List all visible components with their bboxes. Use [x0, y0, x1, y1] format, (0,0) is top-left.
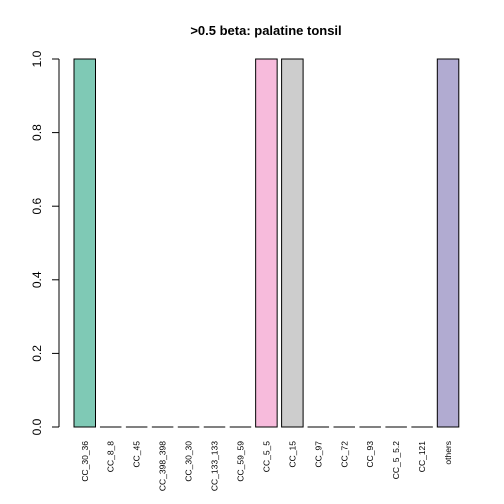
- y-tick-label: 0.8: [30, 124, 44, 141]
- x-category-label: CC_133_133: [210, 441, 220, 491]
- y-axis: 0.0 0.2 0.4 0.6 0.8 1.0: [30, 50, 60, 435]
- y-tick-label: 0.2: [30, 345, 44, 362]
- x-category-label: CC_45: [132, 441, 142, 468]
- x-category-label: CC_93: [365, 441, 375, 468]
- bar-cc-5-5: [255, 58, 278, 428]
- bars: [73, 58, 460, 428]
- y-tick-label: 0.4: [30, 271, 44, 288]
- x-category-label: CC_8_8: [106, 441, 116, 472]
- bar-cc-15: [281, 58, 304, 428]
- y-tick-label: 1.0: [30, 50, 44, 67]
- x-category-label: CC_59_59: [235, 441, 245, 482]
- x-category-label: CC_30_30: [184, 441, 194, 482]
- x-category-label: CC_15: [287, 441, 297, 468]
- x-category-label: CC_97: [313, 441, 323, 468]
- y-tick-label: 0.6: [30, 198, 44, 215]
- x-category-label: CC_5_5: [261, 441, 271, 472]
- bar-cc-30-36: [73, 58, 96, 428]
- x-category-label: others: [443, 441, 453, 465]
- y-tick-label: 0.0: [30, 418, 44, 435]
- x-category-label: CC_121: [417, 441, 427, 472]
- x-category-label: CC_72: [339, 441, 349, 468]
- bar-others: [436, 58, 460, 428]
- x-category-label: CC_5_5.2: [391, 441, 401, 480]
- x-category-label: CC_30_36: [80, 441, 90, 482]
- x-axis-labels: CC_30_36 CC_8_8 CC_45 CC_398_398 CC_30_30 CC_…: [80, 441, 453, 491]
- chart-title: >0.5 beta: palatine tonsil: [190, 23, 341, 38]
- x-category-label: CC_398_398: [158, 441, 168, 491]
